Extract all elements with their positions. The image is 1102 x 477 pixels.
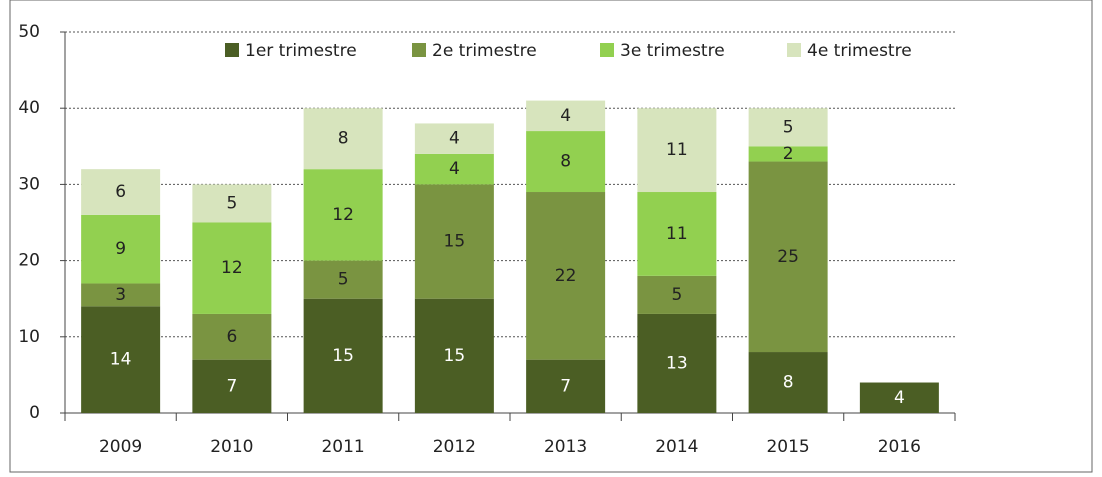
bar-segment: [303, 298, 383, 413]
value-label: 2: [783, 144, 794, 164]
bar-segment: [303, 169, 383, 261]
value-label: 5: [226, 193, 237, 213]
x-tick-label: 2016: [878, 437, 921, 457]
bar-segment: [414, 123, 494, 154]
bar-segment: [192, 313, 272, 360]
bar-segment: [303, 108, 383, 170]
bar-segment: [637, 275, 717, 314]
x-tick-label: 2009: [99, 437, 142, 457]
value-label: 4: [449, 129, 460, 149]
value-label: 6: [115, 182, 126, 202]
value-label: 5: [783, 117, 794, 137]
y-tick-label: 50: [18, 22, 40, 42]
value-label: 11: [666, 224, 688, 244]
y-tick-label: 40: [18, 98, 40, 118]
y-tick-label: 0: [29, 403, 40, 423]
x-tick-label: 2014: [655, 437, 698, 457]
bar-segment: [526, 131, 606, 193]
legend-swatch: [787, 43, 801, 57]
bar-segment: [859, 382, 939, 413]
bar-segment: [414, 153, 494, 185]
bar-segment: [637, 313, 717, 413]
value-label: 12: [221, 258, 243, 278]
bar-segment: [414, 298, 494, 413]
x-tick-label: 2013: [544, 437, 587, 457]
x-tick-label: 2010: [210, 437, 253, 457]
bar-segment: [303, 260, 383, 299]
frame: [9, 0, 1093, 473]
legend-label: 2e trimestre: [432, 41, 537, 61]
value-label: 7: [560, 376, 571, 396]
value-label: 15: [444, 232, 466, 252]
legend-label: 1er trimestre: [245, 41, 357, 61]
value-label: 4: [449, 159, 460, 179]
legend-swatch: [600, 43, 614, 57]
x-tick-label: 2015: [766, 437, 809, 457]
x-tick-label: 2012: [433, 437, 476, 457]
value-label: 22: [555, 266, 577, 286]
value-label: 13: [666, 353, 688, 373]
y-tick-label: 30: [18, 174, 40, 194]
value-label: 4: [560, 106, 571, 126]
bar-segment: [748, 146, 828, 162]
value-label: 7: [226, 376, 237, 396]
value-label: 5: [338, 270, 349, 290]
bar-segment: [81, 214, 161, 284]
bar-segment: [414, 184, 494, 299]
bar-segment: [526, 100, 606, 132]
value-label: 4: [894, 388, 905, 408]
bar-segment: [637, 108, 717, 193]
y-tick-label: 10: [18, 327, 40, 347]
bar-segment: [526, 192, 606, 360]
value-label: 8: [560, 152, 571, 172]
bar-segment: [748, 352, 828, 413]
value-label: 6: [226, 327, 237, 347]
bar-segment: [81, 283, 161, 307]
bar-segment: [748, 108, 828, 147]
value-label: 11: [666, 140, 688, 160]
value-label: 12: [332, 205, 354, 225]
bar-segment: [81, 169, 161, 215]
value-label: 5: [671, 285, 682, 305]
bar-segment: [192, 184, 272, 223]
legend-swatch: [225, 43, 239, 57]
bar-segment: [637, 192, 717, 276]
bar-segment: [192, 359, 272, 413]
value-label: 15: [444, 346, 466, 366]
bar-segment: [748, 161, 828, 353]
bar-segment: [81, 306, 161, 413]
x-tick-label: 2011: [321, 437, 364, 457]
legend-swatch: [412, 43, 426, 57]
legend-label: 3e trimestre: [620, 41, 725, 61]
legend-label: 4e trimestre: [807, 41, 912, 61]
bar-segment: [526, 359, 606, 413]
bar-segment: [192, 222, 272, 314]
value-label: 25: [777, 247, 799, 267]
value-label: 14: [110, 350, 132, 370]
value-label: 3: [115, 285, 126, 305]
value-label: 8: [783, 373, 794, 393]
value-label: 9: [115, 239, 126, 259]
y-tick-label: 20: [18, 251, 40, 271]
value-label: 15: [332, 346, 354, 366]
value-label: 8: [338, 129, 349, 149]
